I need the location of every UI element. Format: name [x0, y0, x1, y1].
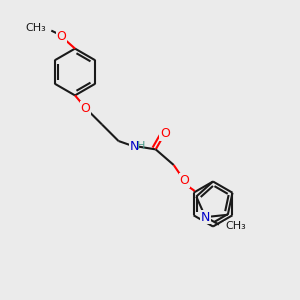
Text: N: N: [201, 211, 210, 224]
Text: N: N: [129, 140, 139, 153]
Text: O: O: [81, 101, 90, 115]
Text: O: O: [179, 174, 189, 187]
Text: H: H: [136, 141, 145, 151]
Text: O: O: [57, 30, 66, 43]
Text: O: O: [160, 127, 169, 140]
Text: CH₃: CH₃: [225, 221, 246, 231]
Text: CH₃: CH₃: [25, 22, 46, 33]
